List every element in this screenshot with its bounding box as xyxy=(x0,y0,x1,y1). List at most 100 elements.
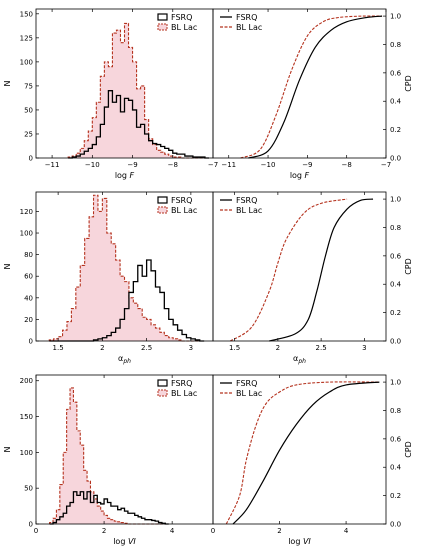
hist-y-tick-label: 150 xyxy=(20,413,33,421)
cdf-x-tick-label: −9 xyxy=(302,161,312,169)
cdf-x-tick-label: 3 xyxy=(362,344,366,352)
cdf-y-tick-label: 0.0 xyxy=(390,338,401,346)
hist-y-tick-label: 80 xyxy=(24,251,33,259)
cdf-x-tick-label: 2.5 xyxy=(316,344,327,352)
legend-fsrq-swatch xyxy=(157,379,168,387)
cdf-axes-frame xyxy=(212,8,387,159)
cdf-x-label: log F xyxy=(290,171,310,180)
cdf-x-label: αph xyxy=(293,354,306,365)
hist-x-tick-label: −7 xyxy=(208,161,218,169)
cdf-x-tick-label: −11 xyxy=(221,161,236,169)
bllac-hist-fill xyxy=(68,23,209,158)
hist-y-tick-label: 125 xyxy=(20,34,33,42)
hist-x-label: log F xyxy=(115,171,135,180)
hist-x-tick-label: 1.5 xyxy=(53,344,64,352)
cdf-y-label: CPD xyxy=(404,258,413,275)
hist-y-tick-label: 0 xyxy=(29,338,33,346)
hist-x-tick-label: 2 xyxy=(102,527,106,535)
legend-fsrq-label: FSRQ xyxy=(171,196,192,205)
cdf-y-label: CPD xyxy=(404,75,413,92)
cdf-axes-frame xyxy=(212,191,387,342)
cdf-y-tick-label: 0.0 xyxy=(390,521,401,529)
hist-x-tick-label: 0 xyxy=(34,527,38,535)
fsrq-histogram xyxy=(49,491,169,525)
hist-y-tick-label: 60 xyxy=(24,273,33,281)
legend-bllac-label: BL Lac xyxy=(171,206,197,215)
legend-bllac-swatch xyxy=(157,23,168,31)
cdf-legend-bllac-label: BL Lac xyxy=(236,206,262,215)
bllac-hist-fill xyxy=(49,387,169,524)
cdf-x-tick-label: 1.5 xyxy=(229,344,240,352)
hist-x-tick-label: −8 xyxy=(168,161,178,169)
hist-x-tick-label: −9 xyxy=(127,161,137,169)
hist-x-tick-label: 2 xyxy=(100,344,104,352)
cdf-y-tick-label: 1.0 xyxy=(390,196,401,204)
cdf-y-tick-label: 1.0 xyxy=(390,13,401,21)
hist-y-tick-label: 200 xyxy=(20,377,33,385)
cdf-y-tick-label: 0.8 xyxy=(390,407,401,415)
hist-x-tick-label: 4 xyxy=(170,527,175,535)
legend-bllac-label: BL Lac xyxy=(171,389,197,398)
cdf-y-tick-label: 0.2 xyxy=(390,492,401,500)
hist-y-tick-label: 20 xyxy=(24,316,33,324)
cdf-legend-fsrq-label: FSRQ xyxy=(236,379,257,388)
legend-fsrq-label: FSRQ xyxy=(171,13,192,22)
hist-y-tick-label: 120 xyxy=(20,208,33,216)
cdf-legend-fsrq-label: FSRQ xyxy=(236,13,257,22)
hist-x-label: log VI xyxy=(113,537,136,546)
cdf-x-tick-label: −7 xyxy=(381,161,391,169)
hist-y-tick-label: 0 xyxy=(29,155,33,163)
bllac-cdf-line xyxy=(229,198,348,342)
bllac-cdf-line xyxy=(240,15,383,159)
fsrq-cdf-line xyxy=(269,198,374,342)
hist-y-tick-label: 100 xyxy=(20,449,33,457)
bllac-histogram xyxy=(48,194,205,342)
cdf-y-tick-label: 1.0 xyxy=(390,379,401,387)
cdf-legend-fsrq-label: FSRQ xyxy=(236,196,257,205)
cdf-y-tick-label: 0.2 xyxy=(390,126,401,134)
hist-y-label: N xyxy=(3,263,12,269)
hist-y-tick-label: 40 xyxy=(24,294,33,302)
bllac-histogram xyxy=(67,22,209,159)
fsrq-histogram xyxy=(68,90,209,159)
legend-bllac-swatch xyxy=(157,206,168,214)
cdf-x-tick-label: 4 xyxy=(344,527,349,535)
hist-x-tick-label: 3 xyxy=(189,344,193,352)
cdf-y-label: CPD xyxy=(404,441,413,458)
hist-x-label: αph xyxy=(118,354,131,365)
cdf-y-tick-label: 0.0 xyxy=(390,155,401,163)
hist-y-label: N xyxy=(3,446,12,452)
hist-x-tick-label: −10 xyxy=(85,161,100,169)
hist-y-tick-label: 50 xyxy=(24,106,33,114)
cdf-axes-frame xyxy=(212,374,387,525)
cdf-x-label: log VI xyxy=(288,537,311,546)
cdf-legend-bllac-label: BL Lac xyxy=(236,389,262,398)
hist-y-label: N xyxy=(3,80,12,86)
legend-bllac-swatch xyxy=(157,389,168,397)
hist-y-tick-label: 75 xyxy=(24,82,33,90)
cdf-x-tick-label: 2 xyxy=(276,344,280,352)
hist-y-tick-label: 150 xyxy=(20,10,33,18)
cdf-y-tick-label: 0.6 xyxy=(390,252,402,260)
hist-y-tick-label: 100 xyxy=(20,230,33,238)
legend-bllac-label: BL Lac xyxy=(171,23,197,32)
bllac-hist-fill xyxy=(49,195,205,341)
cdf-legend-bllac-label: BL Lac xyxy=(236,23,262,32)
cdf-y-tick-label: 0.8 xyxy=(390,41,401,49)
cdf-y-tick-label: 0.4 xyxy=(390,464,402,472)
legend-fsrq-swatch xyxy=(157,13,168,21)
cdf-y-tick-label: 0.6 xyxy=(390,435,402,443)
bllac-cdf-line xyxy=(225,381,380,525)
cdf-y-tick-label: 0.4 xyxy=(390,98,402,106)
cdf-x-tick-label: −10 xyxy=(261,161,276,169)
legend-fsrq-label: FSRQ xyxy=(171,379,192,388)
cdf-y-tick-label: 0.2 xyxy=(390,309,401,317)
cdf-x-tick-label: 0 xyxy=(211,527,215,535)
hist-y-tick-label: 0 xyxy=(29,521,33,529)
hist-x-tick-label: −11 xyxy=(45,161,60,169)
hist-y-tick-label: 25 xyxy=(24,130,33,138)
